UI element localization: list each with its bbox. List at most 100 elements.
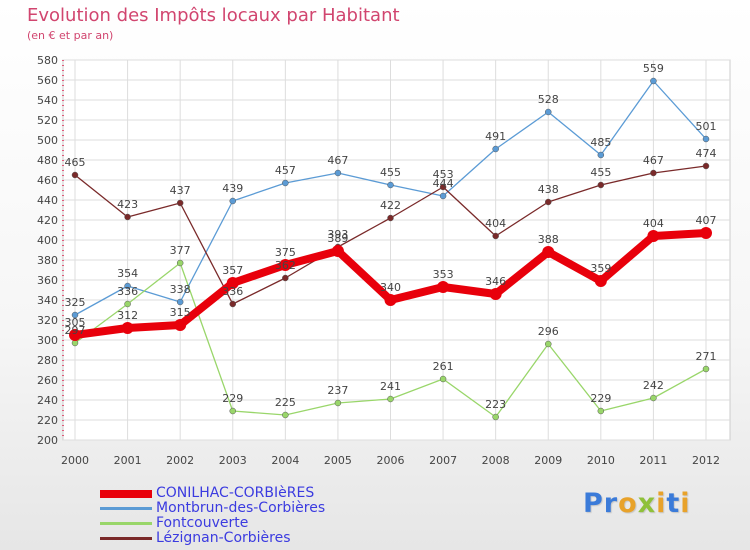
legend-item-fontcouverte[interactable]: Fontcouverte bbox=[100, 516, 325, 531]
data-point-fontcouverte bbox=[334, 399, 342, 407]
data-label-l-zignan-corbi-res: 362 bbox=[275, 259, 296, 272]
y-tick-label: 580 bbox=[37, 54, 58, 67]
data-label-montbrun-des-corbi-res: 559 bbox=[643, 62, 664, 75]
data-point-montbrun-des-corbi-res bbox=[71, 311, 79, 319]
data-label-conilhac-corbi-res: 305 bbox=[65, 316, 86, 329]
data-label-montbrun-des-corbi-res: 444 bbox=[433, 177, 454, 190]
data-label-l-zignan-corbi-res: 437 bbox=[170, 184, 191, 197]
data-point-l-zignan-corbi-res bbox=[545, 198, 552, 206]
data-point-conilhac-corbi-res bbox=[489, 288, 502, 300]
data-label-fontcouverte: 229 bbox=[222, 392, 243, 405]
legend-item-montbrun[interactable]: Montbrun-des-Corbières bbox=[100, 501, 325, 516]
data-label-l-zignan-corbi-res: 336 bbox=[222, 285, 243, 298]
logo-letter: o bbox=[618, 488, 638, 519]
legend-label-montbrun: Montbrun-des-Corbières bbox=[156, 500, 326, 516]
y-tick-label: 560 bbox=[37, 74, 58, 87]
data-point-l-zignan-corbi-res bbox=[650, 169, 657, 177]
y-tick-label: 400 bbox=[37, 234, 58, 247]
data-point-l-zignan-corbi-res bbox=[492, 232, 499, 240]
legend-swatch-fontcouverte bbox=[100, 522, 152, 525]
y-tick-label: 200 bbox=[37, 434, 58, 447]
data-point-fontcouverte bbox=[387, 395, 394, 403]
data-label-fontcouverte: 229 bbox=[590, 392, 611, 405]
data-point-fontcouverte bbox=[597, 407, 605, 415]
legend-swatch-lezignan bbox=[100, 537, 152, 540]
proxiti-logo: Proxiti bbox=[583, 488, 691, 519]
chart-subtitle: (en € et par an) bbox=[27, 29, 114, 42]
data-label-montbrun-des-corbi-res: 457 bbox=[275, 164, 296, 177]
data-label-fontcouverte: 261 bbox=[433, 360, 454, 373]
y-tick-label: 220 bbox=[37, 414, 58, 427]
y-tick-label: 520 bbox=[37, 114, 58, 127]
y-tick-label: 240 bbox=[37, 394, 58, 407]
data-point-fontcouverte bbox=[439, 375, 447, 383]
legend-item-lezignan[interactable]: Lézignan-Corbières bbox=[100, 531, 325, 546]
data-label-l-zignan-corbi-res: 455 bbox=[590, 166, 611, 179]
data-point-conilhac-corbi-res bbox=[174, 319, 187, 331]
data-label-montbrun-des-corbi-res: 325 bbox=[65, 296, 86, 309]
y-tick-label: 420 bbox=[37, 214, 58, 227]
y-tick-label: 460 bbox=[37, 174, 58, 187]
y-tick-label: 300 bbox=[37, 334, 58, 347]
data-point-montbrun-des-corbi-res bbox=[176, 298, 184, 306]
x-tick-label: 2003 bbox=[219, 454, 247, 467]
data-label-conilhac-corbi-res: 353 bbox=[433, 268, 454, 281]
data-point-conilhac-corbi-res bbox=[121, 322, 134, 334]
data-point-fontcouverte bbox=[650, 394, 657, 402]
data-point-montbrun-des-corbi-res bbox=[439, 192, 447, 200]
legend-label-conilhac: CONILHAC-CORBIèRES bbox=[156, 485, 315, 501]
data-point-montbrun-des-corbi-res bbox=[545, 108, 552, 116]
x-tick-label: 2001 bbox=[114, 454, 142, 467]
data-point-l-zignan-corbi-res bbox=[71, 171, 79, 179]
y-tick-label: 500 bbox=[37, 134, 58, 147]
data-label-montbrun-des-corbi-res: 338 bbox=[170, 283, 191, 296]
data-point-montbrun-des-corbi-res bbox=[702, 135, 710, 143]
legend-item-conilhac[interactable]: CONILHAC-CORBIèRES bbox=[100, 486, 325, 501]
logo-letter: t bbox=[666, 488, 681, 519]
y-tick-label: 340 bbox=[37, 294, 58, 307]
x-tick-label: 2007 bbox=[429, 454, 457, 467]
data-label-l-zignan-corbi-res: 474 bbox=[696, 147, 717, 160]
data-label-fontcouverte: 242 bbox=[643, 379, 664, 392]
data-point-conilhac-corbi-res bbox=[647, 230, 660, 242]
data-point-conilhac-corbi-res bbox=[542, 246, 555, 258]
data-point-montbrun-des-corbi-res bbox=[334, 169, 342, 177]
legend-swatch-montbrun bbox=[100, 507, 152, 510]
legend-swatch-conilhac bbox=[100, 489, 152, 498]
data-point-montbrun-des-corbi-res bbox=[124, 282, 131, 290]
data-point-l-zignan-corbi-res bbox=[176, 199, 184, 207]
data-label-montbrun-des-corbi-res: 467 bbox=[327, 154, 348, 167]
data-label-fontcouverte: 241 bbox=[380, 380, 401, 393]
y-tick-label: 440 bbox=[37, 194, 58, 207]
x-tick-label: 2011 bbox=[639, 454, 667, 467]
data-point-l-zignan-corbi-res bbox=[124, 213, 131, 221]
x-tick-label: 2004 bbox=[271, 454, 299, 467]
y-tick-label: 480 bbox=[37, 154, 58, 167]
x-tick-label: 2009 bbox=[534, 454, 562, 467]
y-tick-label: 360 bbox=[37, 274, 58, 287]
data-label-fontcouverte: 223 bbox=[485, 398, 506, 411]
data-point-montbrun-des-corbi-res bbox=[282, 179, 289, 187]
data-label-conilhac-corbi-res: 407 bbox=[696, 214, 717, 227]
chart-title: Evolution des Impôts locaux par Habitant bbox=[27, 5, 400, 26]
chart-legend: CONILHAC-CORBIèRES Montbrun-des-Corbière… bbox=[100, 486, 325, 546]
data-point-conilhac-corbi-res bbox=[226, 277, 239, 289]
data-point-l-zignan-corbi-res bbox=[439, 183, 447, 191]
data-label-l-zignan-corbi-res: 422 bbox=[380, 199, 401, 212]
data-label-l-zignan-corbi-res: 453 bbox=[433, 168, 454, 181]
data-label-l-zignan-corbi-res: 465 bbox=[65, 156, 86, 169]
data-point-montbrun-des-corbi-res bbox=[492, 145, 499, 153]
data-point-montbrun-des-corbi-res bbox=[387, 181, 394, 189]
x-tick-label: 2000 bbox=[61, 454, 89, 467]
data-label-l-zignan-corbi-res: 467 bbox=[643, 154, 664, 167]
logo-letter: x bbox=[637, 488, 657, 519]
data-label-fontcouverte: 377 bbox=[170, 244, 191, 257]
data-label-montbrun-des-corbi-res: 455 bbox=[380, 166, 401, 179]
data-point-conilhac-corbi-res bbox=[279, 259, 292, 271]
logo-letter: r bbox=[603, 488, 619, 519]
data-label-conilhac-corbi-res: 315 bbox=[170, 306, 191, 319]
data-label-montbrun-des-corbi-res: 485 bbox=[590, 136, 611, 149]
y-tick-label: 280 bbox=[37, 354, 58, 367]
data-point-fontcouverte bbox=[545, 340, 552, 348]
